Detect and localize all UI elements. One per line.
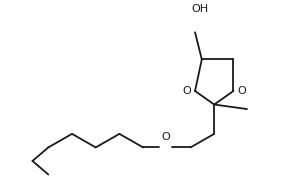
Text: O: O	[182, 86, 191, 96]
Text: O: O	[237, 86, 246, 96]
Text: O: O	[161, 132, 170, 142]
Text: OH: OH	[191, 4, 208, 14]
